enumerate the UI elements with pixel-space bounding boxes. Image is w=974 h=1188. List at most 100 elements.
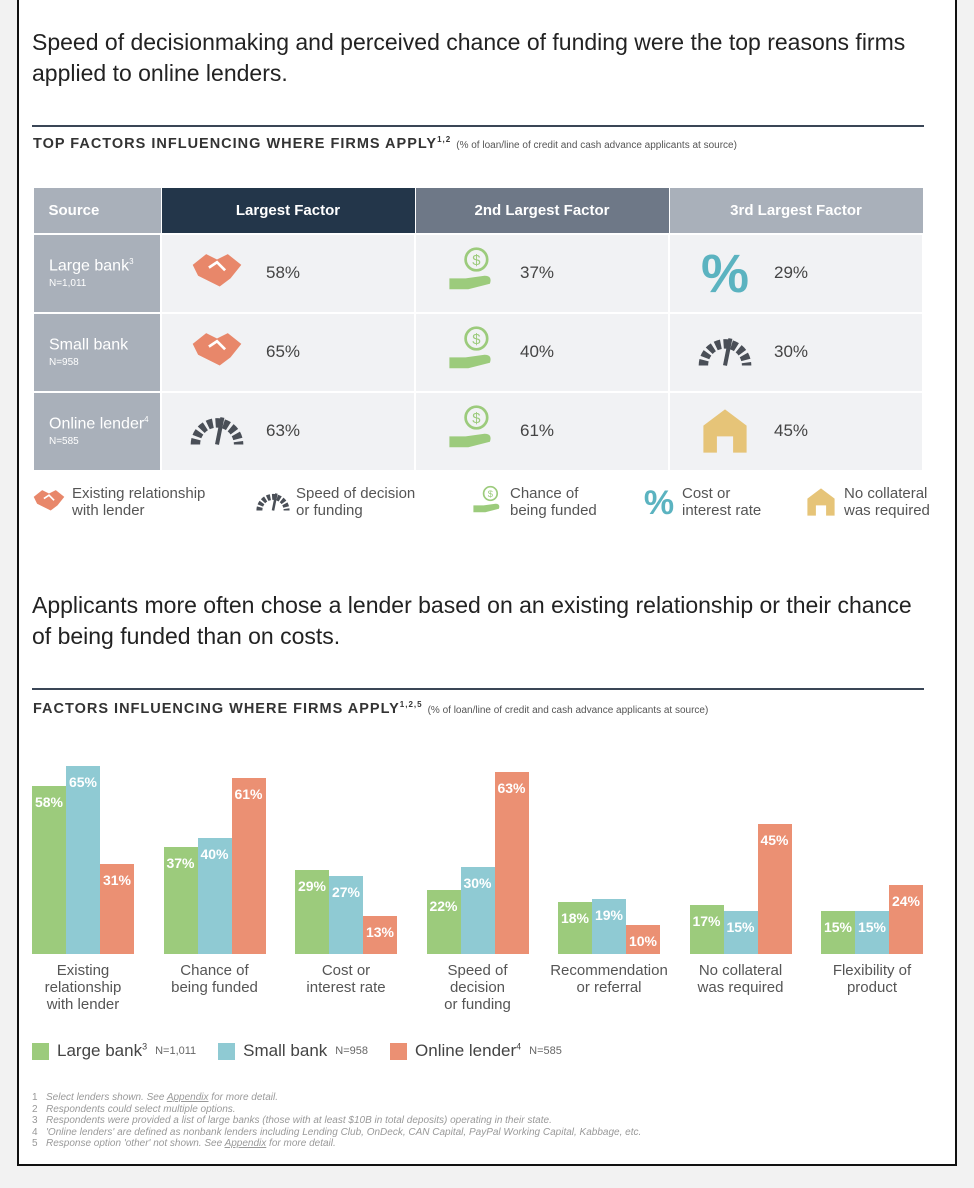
footnote-text: Respondents could select multiple option…: [46, 1103, 236, 1115]
footnote-text: Respondents were provided a list of larg…: [46, 1115, 552, 1126]
x-tick-line: with lender: [46, 996, 120, 1013]
factor-value: 40%: [520, 342, 555, 361]
factor-cell: $61%: [414, 390, 670, 472]
legend-n: N=1,011: [155, 1045, 197, 1057]
legend-swatch: [390, 1042, 408, 1060]
bar-label: 30%: [463, 875, 492, 892]
bar: [100, 864, 134, 954]
bar-label: 27%: [331, 883, 361, 900]
source-name: Online lender: [49, 415, 145, 433]
legend-line: No collateral: [844, 485, 928, 502]
x-tick-line: interest rate: [306, 979, 386, 996]
source-cell: Large bank3 N=1,011: [32, 232, 162, 314]
header-2: 2nd Largest Factor: [414, 187, 670, 234]
footnote-number: 5: [32, 1138, 38, 1149]
header-3: 3rd Largest Factor: [668, 187, 924, 234]
bar: [821, 910, 855, 954]
bar: [626, 925, 660, 954]
divider: [32, 688, 924, 690]
footnote-text: 'Online lenders' are defined as nonbank …: [46, 1126, 642, 1138]
footnote-text: for more detail.: [208, 1092, 278, 1103]
footnote: 1 Select lenders shown. See Appendix for …: [32, 1092, 641, 1104]
footnote-text: for more detail.: [266, 1138, 336, 1149]
svg-text:$: $: [472, 332, 481, 348]
money-hand-icon: $: [449, 326, 491, 369]
legend-line: Chance of: [510, 485, 579, 502]
x-tick-line: or funding: [444, 996, 511, 1013]
x-tick-line: was required: [697, 979, 784, 996]
legend-line: or funding: [296, 502, 363, 519]
icon-legend-item: Existing relationship with lender: [32, 485, 205, 519]
icon-legend-item: Speed of decision or funding: [256, 485, 415, 519]
bar-label: 10%: [628, 933, 658, 950]
source-cell: Online lender4 N=585: [32, 390, 162, 472]
bar: [66, 766, 100, 954]
x-tick-line: being funded: [171, 979, 258, 996]
bar-label: 45%: [760, 831, 789, 848]
x-tick-line: relationship: [44, 979, 122, 996]
bar: [426, 890, 461, 954]
legend-sup: 4: [516, 1041, 522, 1052]
title-sup: 1,2: [437, 135, 452, 144]
handshake-icon: [192, 333, 242, 366]
footnote-text: Select lenders shown. See: [46, 1092, 167, 1103]
bar-label: 58%: [34, 794, 64, 811]
legend-name: Small bank: [243, 1041, 328, 1060]
bar: [197, 838, 232, 954]
x-tick-line: or referral: [576, 979, 642, 996]
footnotes: 1 Select lenders shown. See Appendix for …: [32, 1092, 641, 1150]
legend-n: N=585: [529, 1045, 562, 1057]
table-row: Large bank3 N=1,011 58% $37%% 29%: [32, 232, 924, 314]
source-sup: 3: [129, 256, 134, 266]
factor-value: 58%: [266, 263, 301, 282]
money-hand-icon: $: [473, 485, 500, 513]
bar: [231, 777, 266, 954]
header-0: Source: [32, 187, 162, 234]
footnote: 5 Response option 'other' not shown. See …: [32, 1138, 641, 1150]
bar: [855, 910, 889, 954]
bar-label: 40%: [200, 846, 229, 863]
factor-value: 30%: [774, 342, 809, 361]
icon-legend-item: $ Chance of being funded: [470, 485, 597, 519]
factor-value: 29%: [774, 263, 809, 282]
legend-line: was required: [844, 502, 930, 519]
sample-size: N=585: [49, 436, 79, 448]
legend-sup: 3: [142, 1041, 148, 1052]
top-factors-table: Source Largest Factor 2nd Largest Factor 3r…: [32, 187, 924, 472]
bar: [889, 884, 923, 954]
title-sup: 1,2,5: [399, 700, 423, 709]
legend-name: Large bank: [57, 1041, 143, 1060]
factor-value: 63%: [266, 421, 301, 440]
bar: [592, 899, 626, 954]
icon-legend-item: % Cost or interest rate: [642, 485, 761, 519]
legend-label: Large bank3: [57, 1041, 147, 1061]
footnote-number: 3: [32, 1115, 38, 1126]
bar-label: 13%: [365, 924, 395, 941]
bar-label: 15%: [823, 918, 853, 935]
source-name: Small bank: [49, 336, 129, 354]
svg-text:%: %: [701, 246, 749, 300]
header-1: Largest Factor: [160, 187, 416, 234]
table-row: Small bank N=958 65% $40% 30%: [32, 311, 924, 393]
bar-label: 65%: [68, 774, 98, 790]
legend-line: interest rate: [682, 502, 762, 519]
section-title-text: TOP FACTORS INFLUENCING WHERE FIRMS APPL…: [33, 135, 438, 152]
sample-size: N=1,011: [49, 278, 87, 290]
icon-legend-item: No collateral was required: [804, 485, 930, 519]
x-tick-label: Flexibility of product: [807, 962, 937, 996]
factor-value: 61%: [520, 421, 555, 440]
bar: [723, 910, 758, 954]
money-hand-icon: $: [449, 405, 491, 448]
factor-cell: 65%: [160, 311, 416, 393]
footnote: 4 'Online lenders' are defined as nonbank…: [32, 1127, 641, 1139]
appendix-link[interactable]: Appendix: [166, 1092, 209, 1103]
bar: [558, 901, 592, 954]
x-tick-label: Cost or interest rate: [281, 962, 411, 996]
x-tick-line: Speed of: [447, 962, 508, 979]
bar: [757, 823, 792, 954]
x-tick-label: Speed of decision or funding: [413, 962, 543, 1013]
appendix-link[interactable]: Appendix: [224, 1138, 267, 1149]
bar-label: 15%: [726, 918, 755, 935]
factor-cell: 58%: [160, 232, 416, 314]
x-tick-line: decision: [449, 979, 506, 996]
